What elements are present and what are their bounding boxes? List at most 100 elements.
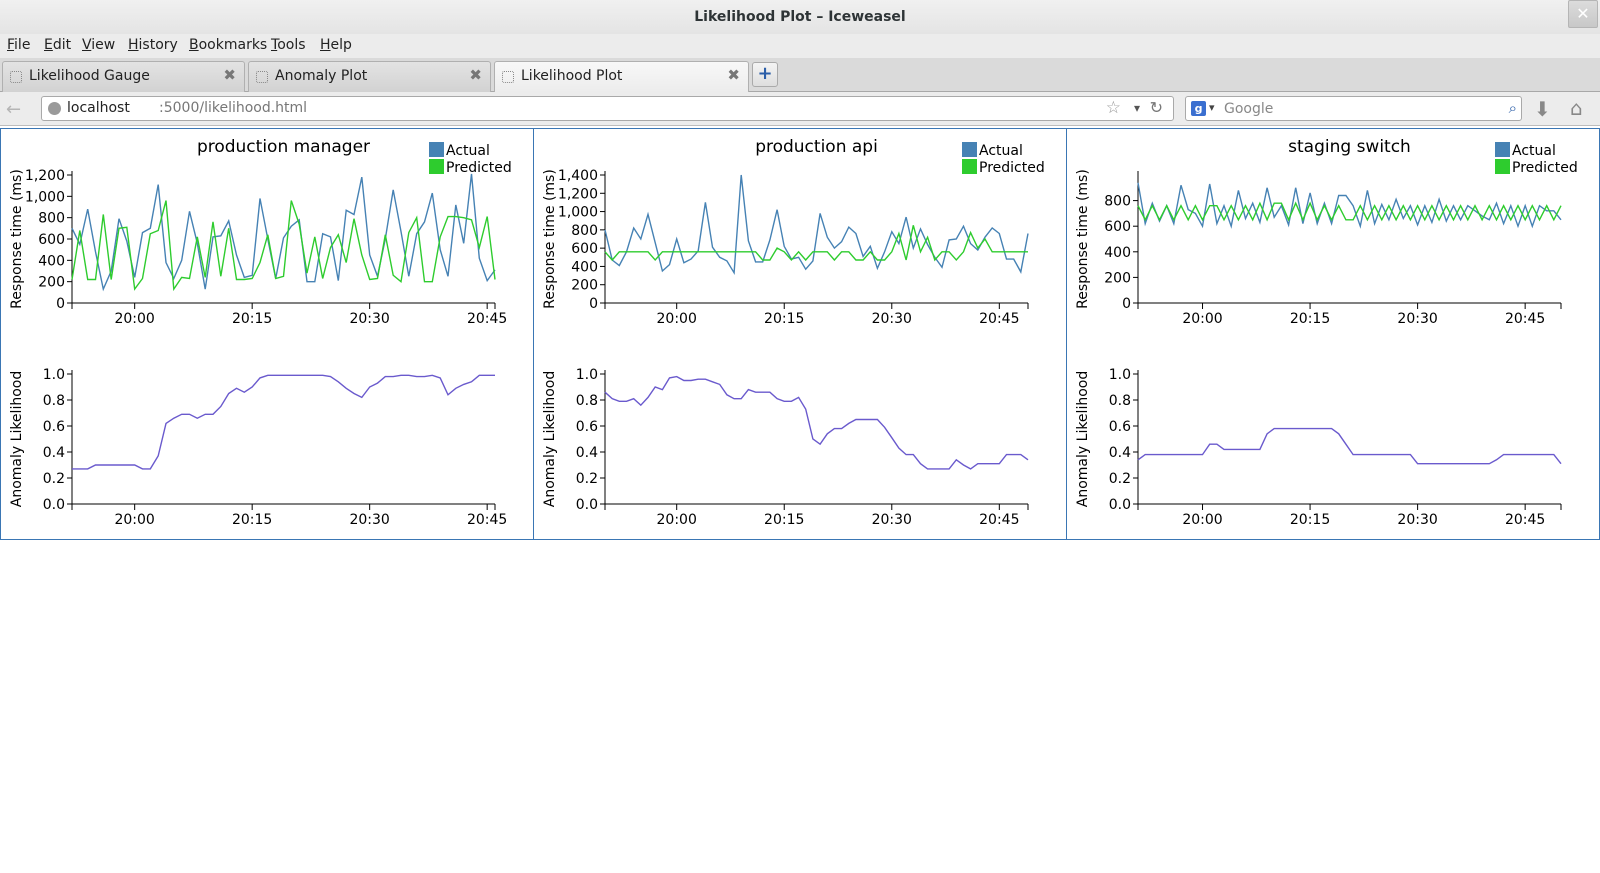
- chevron-down-icon[interactable]: ▾: [1133, 101, 1140, 115]
- page-icon: [10, 71, 22, 83]
- y-tick-label: 0.8: [1109, 393, 1131, 409]
- bookmark-star-icon[interactable]: ☆: [1105, 98, 1121, 118]
- close-tab-icon[interactable]: ✖: [469, 66, 482, 84]
- chart-title: staging switch: [1288, 137, 1411, 157]
- y-axis-label: Response time (ms): [9, 169, 25, 309]
- y-tick-label: 800: [38, 211, 65, 227]
- legend-swatch-predicted: [1495, 159, 1510, 174]
- y-tick-label: 600: [38, 232, 65, 248]
- x-tick-label: 20:15: [1290, 512, 1330, 528]
- legend-swatch-predicted: [962, 159, 977, 174]
- x-tick-label: 20:30: [349, 512, 389, 528]
- y-tick-label: 400: [571, 259, 598, 275]
- legend-label-actual: Actual: [979, 143, 1023, 159]
- magnifier-icon[interactable]: ⌕: [1508, 99, 1517, 117]
- y-tick-label: 0.4: [43, 445, 65, 461]
- x-tick-label: 20:00: [114, 512, 154, 528]
- tab-anomaly-plot[interactable]: Anomaly Plot ✖: [248, 61, 491, 92]
- series-line-likelihood: [1137, 427, 1562, 465]
- x-tick-label: 20:30: [349, 311, 389, 327]
- series-line-predicted: [71, 200, 496, 292]
- y-tick-label: 600: [1104, 219, 1131, 235]
- y-tick-label: 0.6: [43, 419, 65, 435]
- x-tick-label: 20:45: [1505, 512, 1545, 528]
- url-bar[interactable]: localhost :5000/likelihood.html ☆ ▾ ↻: [41, 96, 1174, 121]
- tab-likelihood-plot[interactable]: Likelihood Plot ✖: [494, 61, 749, 93]
- page-content: production manager Actual Predicted 0 200 400…: [0, 126, 1600, 873]
- x-tick-label: 20:30: [1397, 512, 1437, 528]
- x-tick-label: 20:00: [657, 512, 697, 528]
- y-tick-label: 1.0: [576, 367, 598, 383]
- tab-label: Likelihood Plot: [521, 68, 623, 84]
- x-tick-label: 20:30: [872, 512, 912, 528]
- y-tick-label: 1,400: [558, 168, 598, 184]
- y-tick-label: 0.6: [576, 419, 598, 435]
- y-tick-label: 800: [1104, 194, 1131, 210]
- x-tick-label: 20:45: [979, 512, 1019, 528]
- y-axis-label: Response time (ms): [1075, 169, 1091, 309]
- menu-file[interactable]: File: [7, 37, 31, 53]
- y-tick-label: 0.4: [1109, 445, 1131, 461]
- legend-label-actual: Actual: [1512, 143, 1556, 159]
- page-icon: [502, 71, 514, 83]
- new-tab-button[interactable]: +: [752, 62, 778, 87]
- y-tick-label: 600: [571, 241, 598, 257]
- menu-view[interactable]: View: [82, 37, 116, 53]
- series-line-actual: [71, 173, 496, 292]
- series-line-likelihood: [72, 374, 495, 470]
- menu-history[interactable]: History: [128, 37, 178, 53]
- close-tab-icon[interactable]: ✖: [223, 66, 236, 84]
- page-icon: [256, 71, 268, 83]
- menu-bookmarks[interactable]: Bookmarks: [189, 37, 268, 53]
- search-input[interactable]: [1224, 99, 1479, 118]
- chart-title: production api: [755, 137, 878, 157]
- y-tick-label: 0.0: [43, 497, 65, 513]
- url-path: :5000/likelihood.html: [159, 100, 308, 116]
- reload-icon[interactable]: ↻: [1149, 98, 1163, 117]
- home-icon[interactable]: ⌂: [1570, 96, 1583, 120]
- y-tick-label: 0.2: [43, 471, 65, 487]
- x-tick-label: 20:45: [979, 311, 1019, 327]
- close-tab-icon[interactable]: ✖: [727, 66, 740, 84]
- chart-panel-production-api: production api Actual Predicted 0 200 400 600 8…: [533, 128, 1067, 540]
- tab-strip: Likelihood Gauge ✖ Anomaly Plot ✖ Likeli…: [0, 58, 1600, 93]
- tab-label: Anomaly Plot: [275, 68, 368, 84]
- back-arrow-icon[interactable]: ←: [6, 99, 22, 120]
- y-axis-label: Response time (ms): [542, 169, 558, 309]
- legend-label-predicted: Predicted: [1512, 160, 1578, 176]
- tab-likelihood-gauge[interactable]: Likelihood Gauge ✖: [2, 61, 245, 92]
- chevron-down-icon[interactable]: ▾: [1209, 101, 1215, 114]
- window-title: Likelihood Plot – Iceweasel: [694, 9, 906, 25]
- legend-swatch-actual: [1495, 142, 1510, 157]
- x-tick-label: 20:15: [232, 512, 272, 528]
- window-close-button[interactable]: ✕: [1568, 0, 1598, 28]
- y-tick-label: 0.0: [576, 497, 598, 513]
- chart-panel-production-manager: production manager Actual Predicted 0 200 400…: [0, 128, 534, 540]
- y-tick-label: 200: [1104, 270, 1131, 286]
- x-tick-label: 20:30: [1397, 311, 1437, 327]
- navigation-toolbar: ← localhost :5000/likelihood.html ☆ ▾ ↻ …: [0, 92, 1600, 126]
- x-tick-label: 20:00: [1182, 311, 1222, 327]
- x-tick-label: 20:45: [1505, 311, 1545, 327]
- google-engine-icon[interactable]: g: [1191, 101, 1206, 116]
- legend-label-predicted: Predicted: [979, 160, 1045, 176]
- menu-tools[interactable]: Tools: [271, 37, 306, 53]
- series-line-predicted: [604, 225, 1028, 262]
- y-tick-label: 400: [38, 253, 65, 269]
- y-tick-label: 0: [589, 296, 598, 312]
- download-arrow-icon[interactable]: ⬇: [1534, 97, 1551, 121]
- menu-edit[interactable]: Edit: [44, 37, 72, 53]
- x-tick-label: 20:15: [232, 311, 272, 327]
- y-tick-label: 0.0: [1109, 497, 1131, 513]
- site-identity-icon[interactable]: [48, 102, 61, 115]
- chart-title: production manager: [197, 137, 370, 157]
- menu-help[interactable]: Help: [320, 37, 352, 53]
- tab-label: Likelihood Gauge: [29, 68, 150, 84]
- y-tick-label: 0.8: [43, 393, 65, 409]
- y-tick-label: 1,200: [25, 168, 65, 184]
- series-line-predicted: [1137, 201, 1562, 222]
- y-tick-label: 0: [1122, 296, 1131, 312]
- x-tick-label: 20:45: [467, 512, 507, 528]
